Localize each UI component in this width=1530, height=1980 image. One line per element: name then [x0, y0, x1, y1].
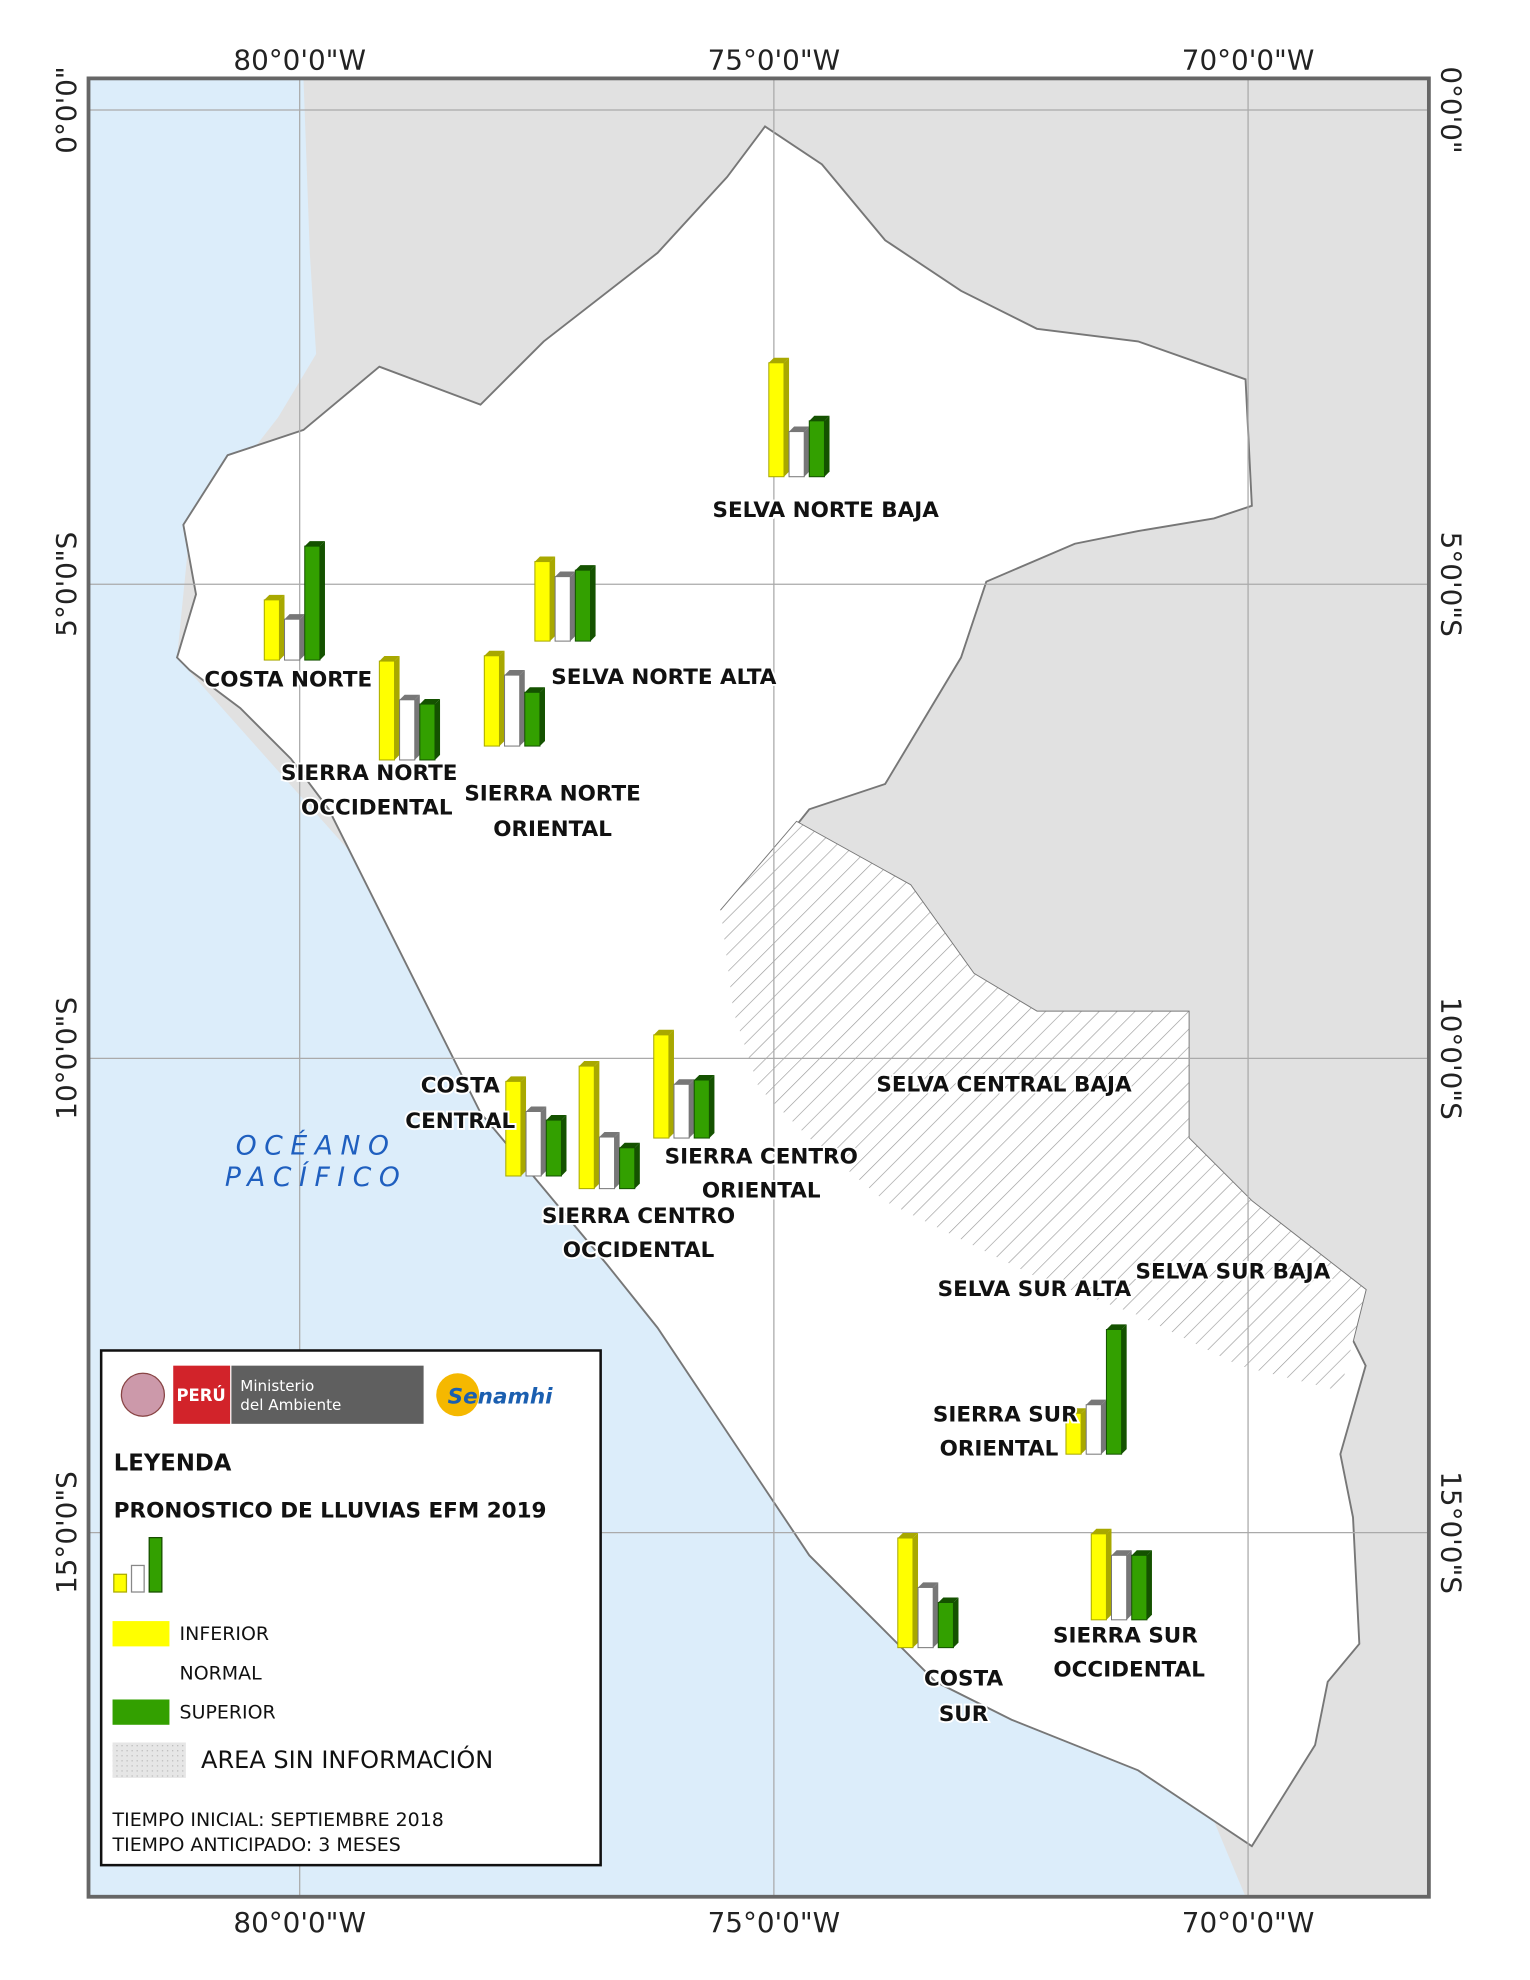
lon-label: 70°0'0"W	[1182, 44, 1315, 77]
region-label: COSTA	[421, 1074, 500, 1099]
legend-title: LEYENDA	[114, 1451, 232, 1477]
region-label: SELVA NORTE BAJA	[713, 498, 940, 523]
region-label: SELVA SUR BAJA	[1136, 1259, 1331, 1284]
lat-label: 0°0'0"	[50, 66, 83, 153]
no-data-label: AREA SIN INFORMACIÓN	[201, 1744, 493, 1774]
logo-peru: PERÚ	[176, 1386, 225, 1405]
bar	[917, 1582, 939, 1649]
region-label: SUR	[939, 1702, 989, 1727]
lat-label: 0°0'0"	[1435, 66, 1468, 153]
region-label: ORIENTAL	[702, 1178, 821, 1203]
no-data-swatch	[112, 1742, 186, 1778]
bar	[284, 614, 305, 661]
bar	[1085, 1399, 1107, 1455]
bar	[1131, 1550, 1152, 1621]
lat-label: 10°0'0"S	[50, 997, 83, 1120]
lat-label: 5°0'0"S	[50, 532, 83, 637]
bar	[619, 1142, 640, 1190]
bar	[1065, 1408, 1087, 1455]
bar	[504, 670, 525, 747]
region-label: ORIENTAL	[940, 1436, 1059, 1461]
bar	[937, 1597, 959, 1649]
senamhi-sun	[436, 1373, 480, 1417]
logo-ministry-box	[231, 1365, 424, 1424]
bar	[554, 571, 576, 642]
region-label: OCCIDENTAL	[1053, 1658, 1205, 1683]
legend-swatch	[112, 1699, 170, 1725]
region-label: COSTA NORTE	[204, 668, 372, 693]
region-label: SIERRA CENTRO	[542, 1204, 735, 1229]
lon-label: 75°0'0"W	[708, 44, 841, 77]
peru-shield	[120, 1372, 166, 1417]
bar	[693, 1074, 715, 1139]
region-label: COSTA	[924, 1667, 1003, 1692]
bar	[263, 594, 285, 661]
region-label: SELVA CENTRAL BAJA	[876, 1072, 1132, 1097]
legend-note: TIEMPO INICIAL: SEPTIEMBRE 2018	[112, 1809, 444, 1831]
ocean-label: OCÉANO	[236, 1129, 397, 1161]
logo-ministry: Ministerio	[240, 1377, 314, 1395]
lon-label: 70°0'0"W	[1182, 1906, 1315, 1939]
region-label: ORIENTAL	[493, 817, 612, 842]
logo-senamhi: Senamhi	[448, 1385, 554, 1410]
bar	[304, 541, 325, 661]
ocean-label: PACÍFICO	[225, 1161, 407, 1193]
bar	[598, 1131, 620, 1190]
bar	[653, 1029, 674, 1139]
legend-label: SUPERIOR	[180, 1701, 276, 1723]
lat-label: 5°0'0"S	[1435, 532, 1468, 637]
bar	[419, 699, 441, 761]
region-label: OCCIDENTAL	[563, 1238, 715, 1263]
bar	[673, 1079, 695, 1139]
bar	[1110, 1550, 1132, 1621]
lon-label: 80°0'0"W	[233, 44, 366, 77]
logo-peru-box	[173, 1365, 231, 1424]
region-label: SIERRA NORTE	[464, 781, 641, 806]
legend-swatch	[112, 1660, 170, 1686]
region-label: SELVA NORTE ALTA	[551, 665, 777, 690]
bar	[524, 687, 545, 747]
bar	[534, 556, 556, 642]
bar	[768, 357, 790, 478]
lat-label: 15°0'0"S	[1435, 1471, 1468, 1594]
bar	[378, 656, 400, 761]
region-label: CENTRAL	[405, 1109, 515, 1134]
legend-box	[99, 1349, 602, 1867]
bar	[545, 1115, 567, 1177]
bar	[483, 650, 505, 747]
region-label: SIERRA CENTRO	[665, 1144, 858, 1169]
bar	[897, 1532, 919, 1649]
lat-label: 10°0'0"S	[1435, 997, 1468, 1120]
legend-subtitle: PRONOSTICO DE LLUVIAS EFM 2019	[114, 1498, 547, 1523]
legend-icon	[113, 1536, 163, 1593]
legend: PERÚ Ministerio del Ambiente Senamhi LEY…	[99, 1349, 602, 1867]
no-data-area	[720, 821, 1366, 1391]
legend-swatch	[112, 1621, 170, 1647]
lon-label: 75°0'0"W	[708, 1906, 841, 1939]
bar	[788, 426, 810, 478]
region-label: SIERRA SUR	[1053, 1624, 1198, 1649]
legend-note: TIEMPO ANTICIPADO: 3 MESES	[112, 1834, 401, 1856]
bar	[808, 415, 830, 478]
region-label: SIERRA SUR	[933, 1402, 1078, 1427]
frame	[86, 76, 1431, 1899]
region-label: SELVA SUR ALTA	[938, 1277, 1132, 1302]
bar	[505, 1076, 527, 1177]
region-label: SIERRA NORTE	[281, 761, 457, 786]
bar	[525, 1106, 547, 1177]
bar	[578, 1061, 600, 1190]
lat-label: 15°0'0"S	[50, 1471, 83, 1594]
bar	[1105, 1324, 1127, 1455]
bar	[1090, 1528, 1112, 1621]
logo-ministry: del Ambiente	[240, 1396, 341, 1414]
legend-label: NORMAL	[180, 1662, 263, 1684]
lon-label: 80°0'0"W	[233, 1906, 366, 1939]
bar	[399, 694, 420, 761]
region-label: OCCIDENTAL	[301, 795, 453, 820]
bar	[574, 565, 596, 642]
legend-label: INFERIOR	[180, 1623, 270, 1645]
